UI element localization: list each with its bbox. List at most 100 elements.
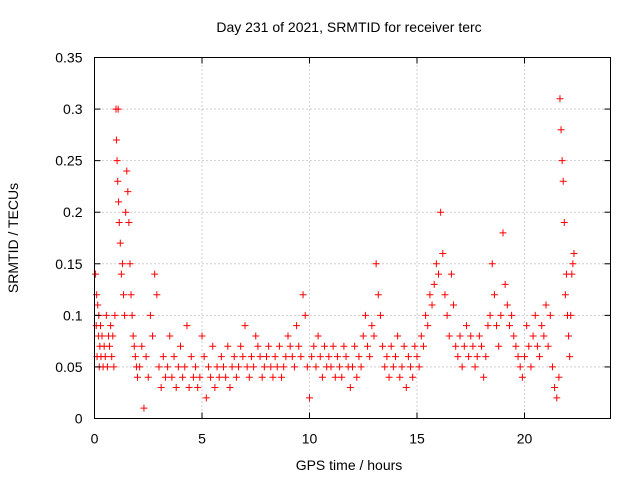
data-point bbox=[409, 373, 417, 381]
plot-frame bbox=[94, 57, 611, 419]
data-point bbox=[107, 322, 115, 330]
data-point bbox=[204, 363, 212, 371]
data-point bbox=[558, 157, 566, 165]
data-point bbox=[194, 384, 202, 392]
data-point bbox=[349, 363, 356, 371]
data-point bbox=[275, 342, 283, 350]
data-point bbox=[556, 95, 564, 103]
data-point bbox=[415, 363, 423, 371]
data-point bbox=[465, 353, 473, 361]
data-point bbox=[432, 260, 440, 268]
data-point bbox=[454, 353, 462, 361]
data-point bbox=[568, 270, 576, 278]
data-point bbox=[299, 291, 307, 299]
data-point bbox=[200, 353, 208, 361]
data-point bbox=[559, 177, 567, 185]
data-point bbox=[170, 353, 178, 361]
data-point bbox=[544, 342, 552, 350]
data-point bbox=[336, 363, 344, 371]
data-point bbox=[181, 363, 189, 371]
data-point bbox=[258, 373, 266, 381]
data-point bbox=[174, 363, 182, 371]
data-point bbox=[493, 322, 501, 330]
data-point bbox=[138, 342, 146, 350]
data-point bbox=[115, 219, 123, 227]
data-point bbox=[301, 311, 309, 319]
data-point bbox=[303, 363, 311, 371]
data-point bbox=[149, 332, 157, 340]
data-point bbox=[531, 311, 539, 319]
data-point bbox=[306, 394, 313, 402]
data-point bbox=[327, 363, 335, 371]
data-point bbox=[127, 291, 135, 299]
data-point bbox=[482, 353, 490, 361]
y-axis-ticks: 0 0.05 0.1 0.15 0.2 0.25 0.3 0.35 bbox=[55, 50, 611, 427]
data-point bbox=[110, 363, 118, 371]
data-point bbox=[314, 332, 322, 340]
data-point bbox=[516, 363, 524, 371]
data-point bbox=[497, 311, 505, 319]
data-point bbox=[209, 342, 217, 350]
data-point bbox=[538, 322, 546, 330]
data-point bbox=[155, 363, 163, 371]
data-point bbox=[318, 373, 326, 381]
data-point bbox=[561, 291, 569, 299]
data-point bbox=[372, 260, 380, 268]
data-point bbox=[342, 353, 350, 361]
data-point bbox=[325, 353, 333, 361]
data-point bbox=[505, 322, 513, 330]
data-point bbox=[452, 342, 460, 350]
data-point bbox=[129, 332, 137, 340]
data-point bbox=[265, 342, 273, 350]
data-point bbox=[428, 301, 436, 309]
data-point bbox=[108, 353, 116, 361]
data-point bbox=[508, 311, 516, 319]
x-tick-label: 5 bbox=[198, 431, 206, 447]
data-point bbox=[293, 322, 301, 330]
data-point bbox=[117, 270, 125, 278]
data-point bbox=[499, 229, 507, 237]
data-point bbox=[252, 332, 260, 340]
data-point bbox=[146, 311, 154, 319]
data-point bbox=[284, 332, 292, 340]
data-point bbox=[308, 353, 316, 361]
data-point bbox=[116, 239, 124, 247]
data-point bbox=[366, 353, 374, 361]
data-point bbox=[473, 353, 481, 361]
data-point bbox=[247, 353, 255, 361]
data-point bbox=[228, 363, 236, 371]
data-point bbox=[123, 167, 131, 175]
x-tick-label: 10 bbox=[302, 431, 318, 447]
data-point bbox=[501, 280, 509, 288]
data-point bbox=[533, 342, 541, 350]
data-point bbox=[551, 384, 559, 392]
data-point bbox=[510, 332, 518, 340]
data-point bbox=[222, 373, 230, 381]
data-point bbox=[101, 353, 109, 361]
data-point bbox=[271, 353, 279, 361]
data-point bbox=[295, 342, 303, 350]
data-point bbox=[312, 363, 320, 371]
data-point bbox=[467, 332, 475, 340]
data-point bbox=[235, 363, 243, 371]
data-point bbox=[486, 311, 494, 319]
data-point bbox=[140, 404, 148, 412]
data-point bbox=[260, 363, 268, 371]
data-point bbox=[536, 353, 544, 361]
data-point bbox=[512, 342, 520, 350]
data-point bbox=[437, 208, 445, 216]
chart-title: Day 231 of 2021, SRMTID for receiver ter… bbox=[216, 19, 481, 35]
data-point bbox=[213, 363, 221, 371]
x-tick-label: 15 bbox=[409, 431, 425, 447]
data-point bbox=[106, 342, 114, 350]
data-point bbox=[297, 353, 305, 361]
data-point bbox=[102, 311, 110, 319]
data-point bbox=[402, 384, 410, 392]
data-point bbox=[340, 342, 348, 350]
data-point bbox=[430, 280, 438, 288]
data-point bbox=[353, 373, 361, 381]
data-point bbox=[560, 219, 568, 227]
data-point bbox=[207, 373, 215, 381]
data-point bbox=[456, 332, 464, 340]
data-point bbox=[490, 291, 498, 299]
